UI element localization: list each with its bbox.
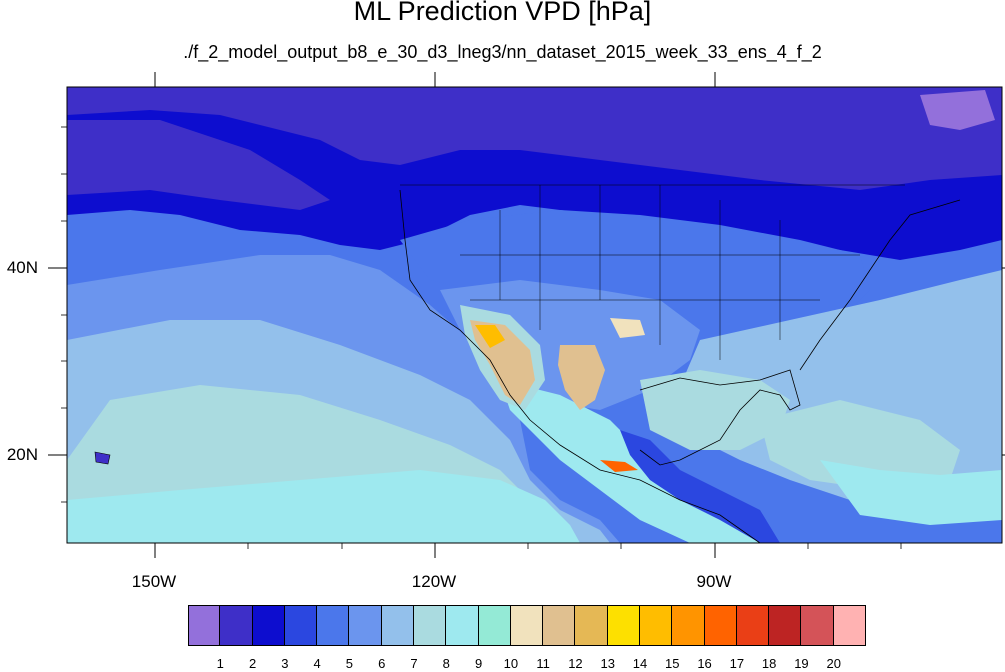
colorbar-swatch: [252, 605, 285, 646]
colorbar-swatch: [543, 605, 576, 646]
coastline: [399, 189, 961, 544]
colorbar-swatch: [575, 605, 608, 646]
vpd-region-south-mexico-hot: [600, 460, 638, 472]
colorbar-swatch: [381, 605, 414, 646]
colorbar-tick-label: 3: [281, 656, 289, 671]
lat-label-20n: 20N: [6, 445, 38, 464]
colorbar: [188, 605, 866, 647]
vpd-region-caribbean-south: [820, 460, 1002, 525]
vpd-region-texas-dry: [610, 318, 645, 338]
colorbar-swatch: [736, 605, 770, 646]
colorbar-swatch: [704, 605, 737, 646]
colorbar-tick-label: 2: [248, 656, 257, 671]
vpd-map: [48, 72, 1005, 558]
lon-label-120w: 120W: [411, 572, 457, 591]
colorbar-swatch: [349, 605, 382, 646]
vpd-region-nw-lobe: [67, 120, 330, 210]
colorbar-tick-label: 13: [600, 656, 615, 671]
colorbar-swatch: [188, 605, 221, 646]
hawaii-island: [94, 451, 111, 465]
colorbar-tick-label: 5: [345, 656, 354, 671]
map-title: ML Prediction VPD [hPa]: [353, 0, 652, 26]
minor-ticks: [61, 126, 902, 549]
colorbar-swatch: [672, 605, 705, 646]
state-borders: [400, 184, 905, 360]
lat-label-40n: 40N: [6, 258, 38, 277]
colorbar-tick-label: 19: [794, 656, 809, 671]
map-subtitle: ./f_2_model_output_b8_e_30_d3_lneg3/nn_d…: [183, 42, 822, 62]
colorbar-tick-label: 10: [503, 656, 519, 671]
colorbar-swatch: [769, 605, 802, 646]
colorbar-tick-label: 16: [697, 656, 712, 671]
colorbar-tick-label: 9: [474, 656, 483, 671]
lon-label-90w: 90W: [696, 572, 732, 591]
vpd-region-chihuahua: [558, 345, 605, 410]
colorbar-swatch: [284, 605, 318, 646]
vpd-region-us-plains: [400, 210, 870, 350]
colorbar-swatch: [833, 605, 866, 646]
colorbar-tick-label: 12: [568, 656, 583, 671]
colorbar-tick-label: 20: [826, 656, 841, 671]
vpd-region-caribbean: [760, 400, 960, 490]
colorbar-swatch: [414, 605, 447, 646]
colorbar-swatch: [478, 605, 511, 646]
vpd-region-arizona-core: [475, 325, 505, 348]
vpd-region-central-america-wet: [620, 430, 780, 543]
lon-label-150w: 150W: [131, 572, 177, 591]
colorbar-tick-label: 7: [410, 656, 418, 671]
colorbar-tick-label: 18: [761, 656, 777, 671]
colorbar-tick-label: 6: [378, 656, 386, 671]
colorbar-tick-label: 15: [665, 656, 680, 671]
colorbar-tick-label: 11: [536, 656, 550, 671]
vpd-region-tropics-east: [67, 470, 580, 543]
vpd-region-gulf: [640, 370, 790, 450]
colorbar-swatch: [510, 605, 544, 646]
colorbar-swatch: [801, 605, 834, 646]
colorbar-swatch: [317, 605, 350, 646]
colorbar-tick-label: 8: [442, 656, 450, 671]
vpd-region-canada: [67, 87, 1002, 190]
colorbar-swatch: [220, 605, 253, 646]
colorbar-tick-label: 1: [216, 656, 224, 671]
colorbar-tick-label: 14: [632, 656, 648, 671]
colorbar-tick-label: 17: [729, 656, 745, 671]
colorbar-swatch: [607, 605, 640, 646]
colorbar-swatch: [640, 605, 673, 646]
axis-ticks: [48, 72, 1005, 558]
colorbar-swatch: [446, 605, 479, 646]
colorbar-tick-label: 4: [313, 656, 321, 671]
vpd-region-hudson: [920, 90, 995, 130]
